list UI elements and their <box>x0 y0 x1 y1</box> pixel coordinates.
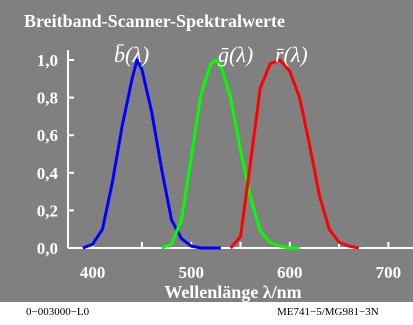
x-tick-label: 400 <box>80 263 106 282</box>
chart-title: Breitband-Scanner-Spektralwerte <box>24 11 285 31</box>
x-tick-label: 700 <box>376 263 402 282</box>
legend-label: b̄(λ) <box>114 42 149 67</box>
x-axis-label: Wellenlänge λ/nm <box>164 282 301 302</box>
y-tick-label: 0,8 <box>37 89 58 108</box>
legend-label: r̄(λ) <box>275 42 308 67</box>
y-tick-label: 0,4 <box>37 164 59 183</box>
axes: 0,0 0,2 0,4 0,6 0,8 1,0 400 500 600 700 <box>37 50 413 282</box>
footer-left-code: 0−003000−L0 <box>26 306 90 318</box>
series-layer <box>82 58 360 250</box>
footer-right-code: ME741−5/MG981−3N <box>277 306 379 318</box>
y-tick-label: 0,6 <box>37 126 58 145</box>
y-tick-label: 1,0 <box>37 51 58 70</box>
legend-label: ḡ(λ) <box>218 42 253 67</box>
series-line <box>82 58 221 250</box>
y-tick-label: 0,2 <box>37 201 58 220</box>
x-tick-label: 600 <box>277 263 303 282</box>
x-tick-label: 500 <box>178 263 204 282</box>
legend-layer: b̄(λ) ḡ(λ) r̄(λ) <box>114 42 308 67</box>
y-tick-label: 0,0 <box>37 239 58 258</box>
series-line <box>229 58 360 250</box>
series-line <box>161 58 300 250</box>
chart-background <box>0 0 413 302</box>
